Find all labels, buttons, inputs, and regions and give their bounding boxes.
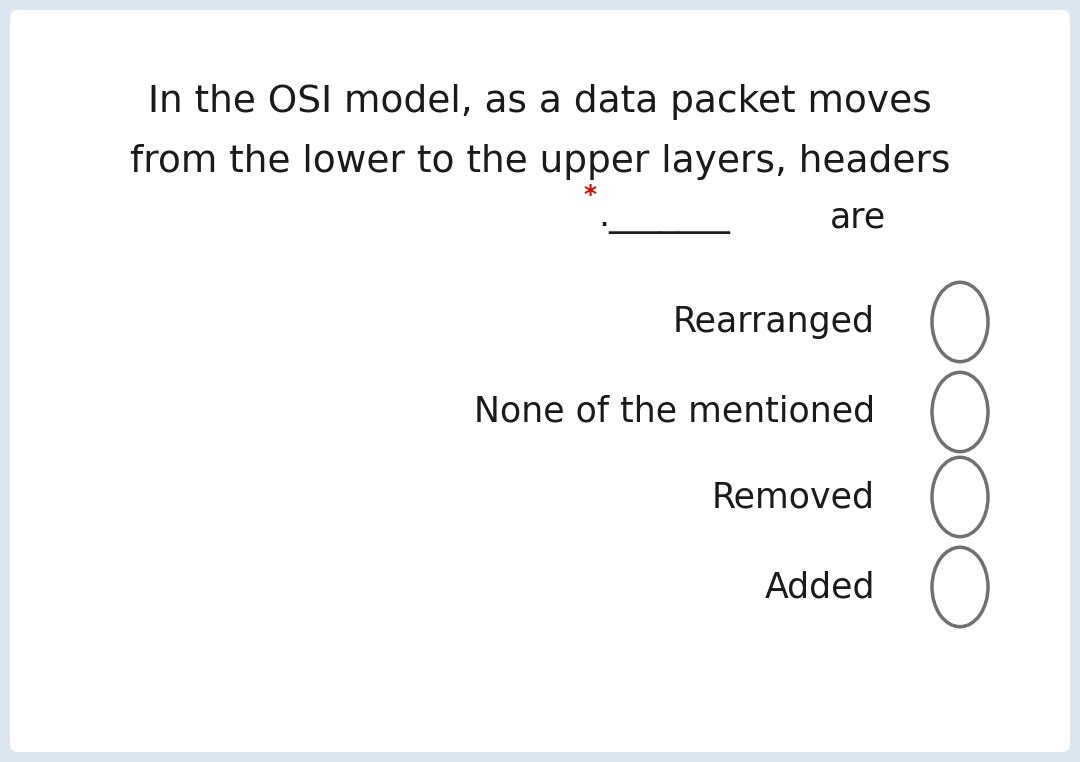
Text: Removed: Removed <box>712 480 875 514</box>
Text: from the lower to the upper layers, headers: from the lower to the upper layers, head… <box>130 144 950 180</box>
Text: In the OSI model, as a data packet moves: In the OSI model, as a data packet moves <box>148 84 932 120</box>
Text: Rearranged: Rearranged <box>673 305 875 339</box>
Text: *: * <box>583 183 596 207</box>
Text: ._______: ._______ <box>598 200 730 234</box>
Text: are: are <box>831 200 887 234</box>
FancyBboxPatch shape <box>10 10 1070 752</box>
Text: None of the mentioned: None of the mentioned <box>474 395 875 429</box>
Text: Added: Added <box>765 570 875 604</box>
